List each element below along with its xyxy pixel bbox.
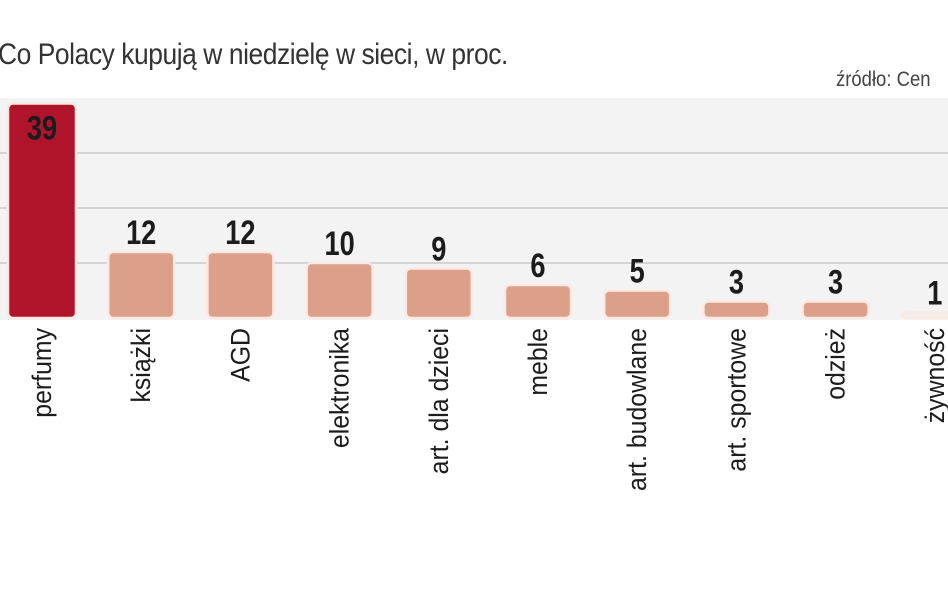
bar xyxy=(900,311,948,320)
data-label: 12 xyxy=(225,213,255,252)
category-label: żywność xyxy=(921,328,948,423)
data-label: 5 xyxy=(630,252,645,291)
category-label: AGD xyxy=(227,328,256,382)
category-label: art. sportowe xyxy=(723,328,752,472)
bar xyxy=(503,283,573,320)
bar xyxy=(106,250,176,320)
bar xyxy=(206,250,275,320)
bar xyxy=(602,289,672,320)
chart-source: źródło: Cen xyxy=(836,68,931,91)
category-label: art. budowlane xyxy=(623,328,652,491)
category-label: odzież xyxy=(822,328,851,400)
data-label: 3 xyxy=(828,263,843,302)
data-label: 9 xyxy=(431,230,446,269)
data-label: 10 xyxy=(324,224,354,263)
bar xyxy=(6,102,78,320)
bar xyxy=(404,267,474,320)
data-label: 6 xyxy=(530,246,545,285)
category-label: książki xyxy=(127,328,156,403)
data-label: 12 xyxy=(126,213,156,252)
chart-title: Co Polacy kupują w niedzielę w sieci, w … xyxy=(0,38,508,71)
bar xyxy=(702,300,771,320)
bar xyxy=(305,261,374,320)
data-label: 3 xyxy=(729,263,744,302)
category-label: perfumy xyxy=(28,328,57,418)
data-label: 39 xyxy=(27,109,57,148)
bar xyxy=(801,300,870,320)
category-label: elektronika xyxy=(326,327,355,448)
category-label: meble xyxy=(524,328,553,396)
category-label: art. dla dzieci xyxy=(425,328,454,474)
data-label: 1 xyxy=(927,274,942,313)
